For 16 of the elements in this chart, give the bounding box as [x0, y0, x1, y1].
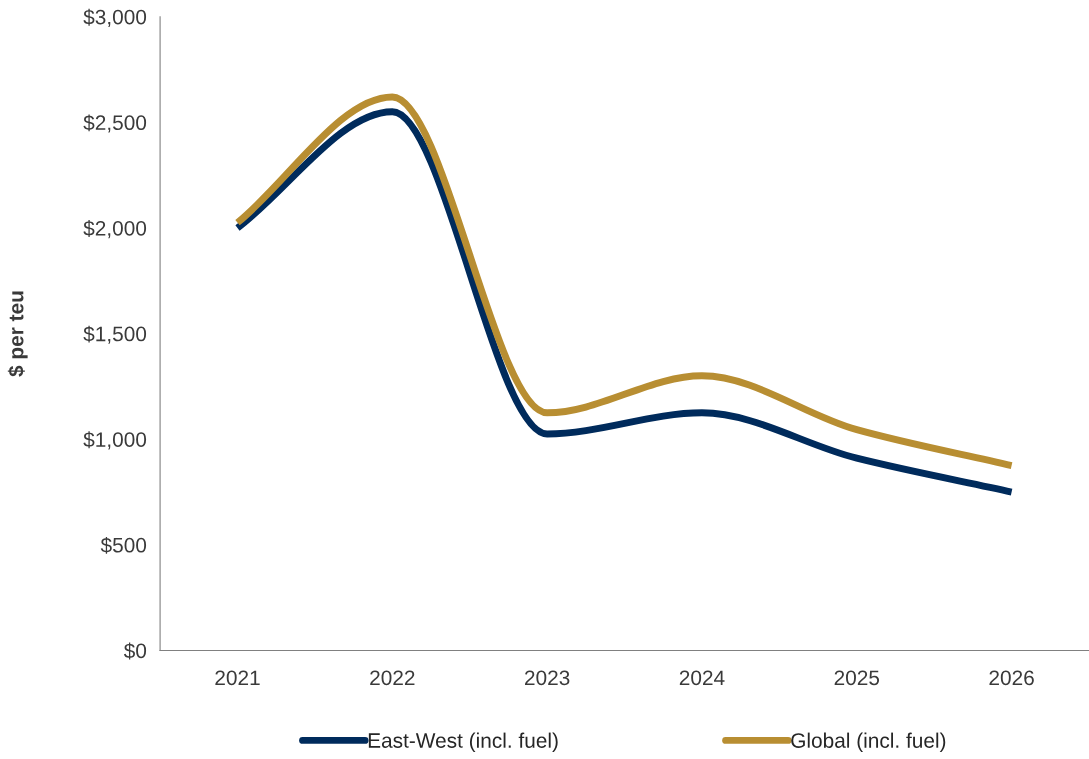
y-tick-label: $2,500 — [83, 114, 147, 133]
y-tick-label: $1,500 — [83, 325, 147, 344]
x-tick-label: 2026 — [989, 670, 1034, 686]
y-axis-title: $ per teu — [7, 291, 28, 377]
x-tick-label: 2024 — [679, 670, 725, 686]
y-tick-label: $2,000 — [83, 220, 147, 239]
y-tick-label: $500 — [100, 536, 147, 554]
legend-label: East-West (incl. fuel) — [368, 732, 558, 752]
x-tick-label: 2023 — [525, 670, 570, 686]
y-tick-label: $1,000 — [83, 431, 147, 450]
x-tick-label: 2021 — [215, 670, 260, 686]
x-tick-label: 2022 — [370, 670, 415, 686]
y-tick-label: $0 — [123, 642, 147, 660]
x-tick-label: 2025 — [834, 670, 880, 686]
legend-label: Global (incl. fuel) — [791, 732, 946, 752]
y-tick-label: $3,000 — [83, 8, 147, 27]
